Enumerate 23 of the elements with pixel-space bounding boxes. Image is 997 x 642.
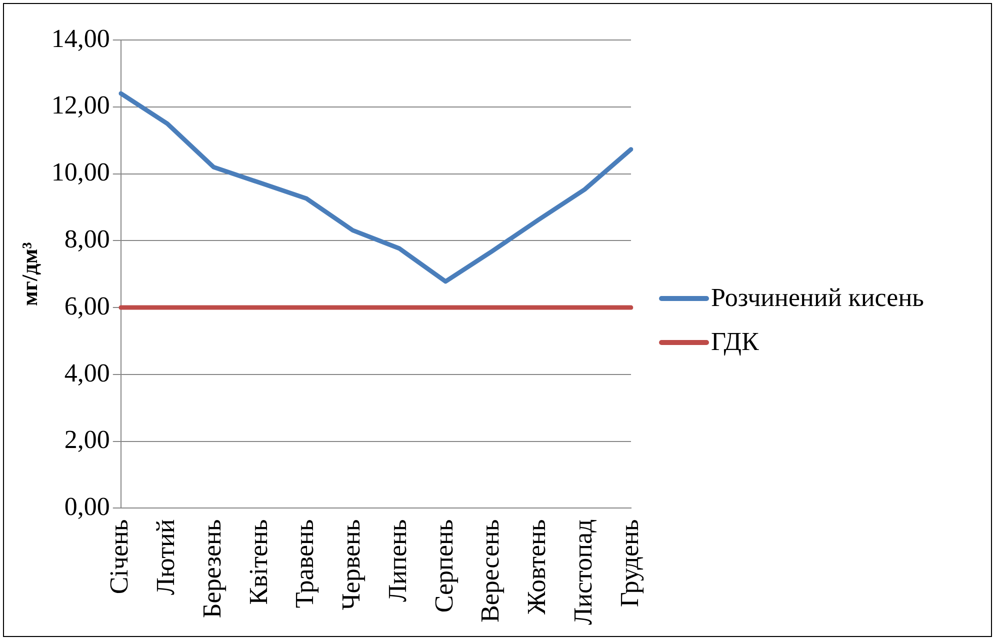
x-tick-label: Квітень — [244, 519, 273, 605]
x-tick-label: Серпень — [429, 519, 458, 613]
y-tick-label: 12,00 — [51, 90, 110, 120]
legend-label: ГДК — [711, 327, 759, 357]
x-tick-label: Червень — [336, 519, 366, 610]
y-tick-label: 2,00 — [64, 425, 110, 454]
x-tick-label: Вересень — [476, 519, 505, 622]
x-tick-label: Липень — [382, 519, 412, 602]
y-axis-title: мг/дм³ — [16, 242, 42, 306]
legend-label: Розчинений кисень — [711, 283, 924, 313]
y-tick-label: 10,00 — [51, 158, 110, 187]
x-tick-label: Травень — [290, 519, 320, 608]
y-tick-label: 14,00 — [51, 24, 110, 53]
y-tick-label: 0,00 — [64, 492, 110, 522]
x-tick-label: Грудень — [614, 519, 644, 608]
x-tick-label: Січень — [104, 519, 134, 594]
x-tick-label: Лютий — [151, 519, 180, 596]
y-tick-label: 6,00 — [64, 291, 110, 320]
x-tick-label: Березень — [197, 519, 226, 618]
y-tick-label: 4,00 — [64, 358, 110, 388]
y-tick-label: 8,00 — [64, 224, 110, 254]
x-tick-label: Листопад — [568, 519, 598, 626]
x-tick-label: Жовтень — [522, 519, 552, 614]
